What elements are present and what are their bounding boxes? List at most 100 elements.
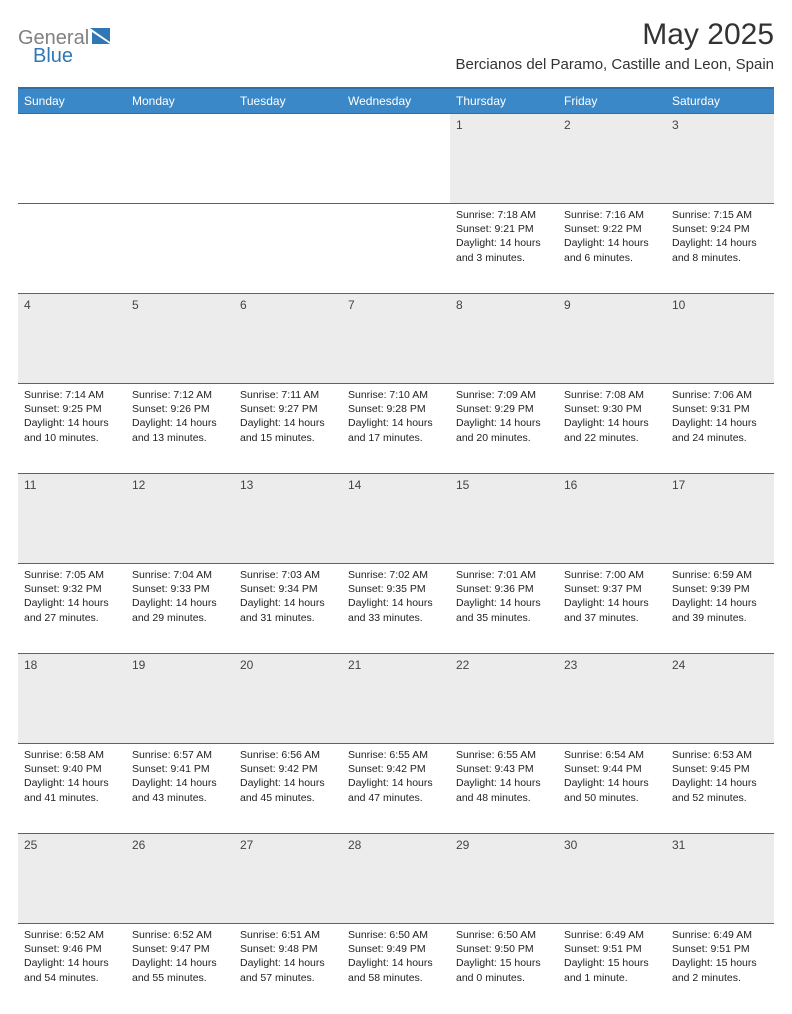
day-detail-cell: Sunrise: 6:56 AMSunset: 9:42 PMDaylight:… xyxy=(234,744,342,834)
day-detail-cell xyxy=(342,204,450,294)
day-detail-cell: Sunrise: 6:59 AMSunset: 9:39 PMDaylight:… xyxy=(666,564,774,654)
page-header: General Blue May 2025 Bercianos del Para… xyxy=(18,18,774,79)
day-detail-text: Sunrise: 7:01 AMSunset: 9:36 PMDaylight:… xyxy=(456,568,552,625)
day-detail-text: Sunrise: 7:10 AMSunset: 9:28 PMDaylight:… xyxy=(348,388,444,445)
day-detail-text: Sunrise: 7:06 AM Sunset: 9:31 PM Daylight:… xyxy=(672,388,768,445)
day-number-cell: 26 xyxy=(126,834,234,924)
day-number-cell: 31 xyxy=(666,834,774,924)
day-detail-cell: Sunrise: 6:51 AMSunset: 9:48 PMDaylight:… xyxy=(234,924,342,1014)
day-detail-text: Sunrise: 6:53 AMSunset: 9:45 PMDaylight:… xyxy=(672,748,768,805)
day-detail-row: Sunrise: 7:05 AMSunset: 9:32 PMDaylight:… xyxy=(18,564,774,654)
day-detail-cell: Sunrise: 7:08 AMSunset: 9:30 PMDaylight:… xyxy=(558,384,666,474)
day-detail-cell: Sunrise: 6:50 AMSunset: 9:49 PMDaylight:… xyxy=(342,924,450,1014)
sunset-line: Sunset: 9:30 PM xyxy=(564,403,642,415)
sunset-line: Sunset: 9:31 PM xyxy=(672,403,750,415)
daylight-line: Daylight: 14 hours and 50 minutes. xyxy=(564,777,649,803)
day-number-cell: 4 xyxy=(18,294,126,384)
day-detail-cell: Sunrise: 6:49 AMSunset: 9:51 PMDaylight:… xyxy=(666,924,774,1014)
sunrise-line: Sunrise: 7:01 AM xyxy=(456,569,536,581)
day-detail-cell: Sunrise: 6:53 AMSunset: 9:45 PMDaylight:… xyxy=(666,744,774,834)
day-detail-text: Sunrise: 6:49 AMSunset: 9:51 PMDaylight:… xyxy=(672,928,768,985)
day-number-cell: 1 xyxy=(450,114,558,204)
day-detail-text: Sunrise: 7:08 AMSunset: 9:30 PMDaylight:… xyxy=(564,388,660,445)
sunset-line: Sunset: 9:43 PM xyxy=(456,763,534,775)
daylight-line: Daylight: 14 hours and 31 minutes. xyxy=(240,597,325,623)
day-detail-text: Sunrise: 7:04 AMSunset: 9:33 PMDaylight:… xyxy=(132,568,228,625)
weekday-header-row: SundayMondayTuesdayWednesdayThursdayFrid… xyxy=(18,88,774,114)
day-detail-cell: Sunrise: 7:03 AMSunset: 9:34 PMDaylight:… xyxy=(234,564,342,654)
sunrise-line: Sunrise: 6:49 AM xyxy=(564,929,644,941)
sunset-line: Sunset: 9:37 PM xyxy=(564,583,642,595)
sunset-line: Sunset: 9:29 PM xyxy=(456,403,534,415)
daylight-line: Daylight: 14 hours and 8 minutes. xyxy=(672,237,757,263)
day-detail-text: Sunrise: 6:54 AMSunset: 9:44 PMDaylight:… xyxy=(564,748,660,805)
daylight-line: Daylight: 14 hours and 24 minutes. xyxy=(672,417,757,443)
sunrise-line: Sunrise: 7:04 AM xyxy=(132,569,212,581)
day-detail-cell: Sunrise: 7:12 AMSunset: 9:26 PMDaylight:… xyxy=(126,384,234,474)
sunset-line: Sunset: 9:44 PM xyxy=(564,763,642,775)
day-detail-text: Sunrise: 7:00 AMSunset: 9:37 PMDaylight:… xyxy=(564,568,660,625)
day-number-cell: 6 xyxy=(234,294,342,384)
day-detail-cell: Sunrise: 7:04 AMSunset: 9:33 PMDaylight:… xyxy=(126,564,234,654)
day-number-cell: 28 xyxy=(342,834,450,924)
day-number-cell: 24 xyxy=(666,654,774,744)
day-detail-text: Sunrise: 7:15 AMSunset: 9:24 PMDaylight:… xyxy=(672,208,768,265)
daylight-line: Daylight: 14 hours and 29 minutes. xyxy=(132,597,217,623)
daylight-line: Daylight: 14 hours and 47 minutes. xyxy=(348,777,433,803)
sunrise-line: Sunrise: 6:53 AM xyxy=(672,749,752,761)
day-number-cell xyxy=(18,114,126,204)
sunset-line: Sunset: 9:45 PM xyxy=(672,763,750,775)
day-number-cell: 27 xyxy=(234,834,342,924)
sunset-line: Sunset: 9:35 PM xyxy=(348,583,426,595)
day-detail-cell: Sunrise: 6:52 AMSunset: 9:47 PMDaylight:… xyxy=(126,924,234,1014)
daylight-line: Daylight: 15 hours and 1 minute. xyxy=(564,957,649,983)
day-detail-cell: Sunrise: 6:52 AMSunset: 9:46 PMDaylight:… xyxy=(18,924,126,1014)
sunset-line: Sunset: 9:28 PM xyxy=(348,403,426,415)
day-number-cell: 8 xyxy=(450,294,558,384)
day-number-cell: 29 xyxy=(450,834,558,924)
daylight-line: Daylight: 14 hours and 27 minutes. xyxy=(24,597,109,623)
day-detail-text: Sunrise: 6:58 AM Sunset: 9:40 PM Daylight:… xyxy=(24,748,120,805)
sunrise-line: Sunrise: 6:52 AM xyxy=(132,929,212,941)
daylight-line: Daylight: 14 hours and 41 minutes. xyxy=(24,777,109,803)
day-detail-text: Sunrise: 6:55 AMSunset: 9:42 PMDaylight:… xyxy=(348,748,444,805)
daylight-line: Daylight: 14 hours and 33 minutes. xyxy=(348,597,433,623)
day-number-cell: 15 xyxy=(450,474,558,564)
day-detail-text: Sunrise: 7:05 AMSunset: 9:32 PMDaylight:… xyxy=(24,568,120,625)
sunrise-line: Sunrise: 7:06 AM xyxy=(672,389,752,401)
sunrise-line: Sunrise: 6:58 AM xyxy=(24,749,104,761)
day-detail-text: Sunrise: 7:12 AMSunset: 9:26 PMDaylight:… xyxy=(132,388,228,445)
day-detail-cell xyxy=(18,204,126,294)
sunset-line: Sunset: 9:34 PM xyxy=(240,583,318,595)
day-detail-cell: Sunrise: 7:14 AMSunset: 9:25 PMDaylight:… xyxy=(18,384,126,474)
sunset-line: Sunset: 9:49 PM xyxy=(348,943,426,955)
sunrise-line: Sunrise: 6:50 AM xyxy=(348,929,428,941)
sunrise-line: Sunrise: 7:08 AM xyxy=(564,389,644,401)
sunrise-line: Sunrise: 7:12 AM xyxy=(132,389,212,401)
weekday-header: Friday xyxy=(558,88,666,114)
day-detail-row: Sunrise: 7:18 AMSunset: 9:21 PMDaylight:… xyxy=(18,204,774,294)
day-detail-row: Sunrise: 6:52 AMSunset: 9:46 PMDaylight:… xyxy=(18,924,774,1014)
day-detail-text: Sunrise: 6:57 AMSunset: 9:41 PMDaylight:… xyxy=(132,748,228,805)
day-detail-text: Sunrise: 6:55 AMSunset: 9:43 PMDaylight:… xyxy=(456,748,552,805)
sunrise-line: Sunrise: 7:18 AM xyxy=(456,209,536,221)
day-detail-cell: Sunrise: 7:16 AMSunset: 9:22 PMDaylight:… xyxy=(558,204,666,294)
sunset-line: Sunset: 9:51 PM xyxy=(564,943,642,955)
day-detail-text: Sunrise: 7:16 AMSunset: 9:22 PMDaylight:… xyxy=(564,208,660,265)
daylight-line: Daylight: 15 hours and 2 minutes. xyxy=(672,957,757,983)
day-detail-text: Sunrise: 6:50 AMSunset: 9:50 PMDaylight:… xyxy=(456,928,552,985)
day-detail-cell: Sunrise: 7:00 AMSunset: 9:37 PMDaylight:… xyxy=(558,564,666,654)
day-detail-cell: Sunrise: 7:09 AMSunset: 9:29 PMDaylight:… xyxy=(450,384,558,474)
sunset-line: Sunset: 9:40 PM xyxy=(24,763,102,775)
day-number-cell: 5 xyxy=(126,294,234,384)
sunrise-line: Sunrise: 6:56 AM xyxy=(240,749,320,761)
day-number-row: 45678910 xyxy=(18,294,774,384)
day-detail-text: Sunrise: 7:03 AMSunset: 9:34 PMDaylight:… xyxy=(240,568,336,625)
daylight-line: Daylight: 14 hours and 45 minutes. xyxy=(240,777,325,803)
day-number-row: 123 xyxy=(18,114,774,204)
day-number-row: 11121314151617 xyxy=(18,474,774,564)
sunset-line: Sunset: 9:24 PM xyxy=(672,223,750,235)
sunrise-line: Sunrise: 7:05 AM xyxy=(24,569,104,581)
day-number-cell: 10 xyxy=(666,294,774,384)
calendar-body: 123Sunrise: 7:18 AMSunset: 9:21 PMDaylig… xyxy=(18,114,774,1014)
